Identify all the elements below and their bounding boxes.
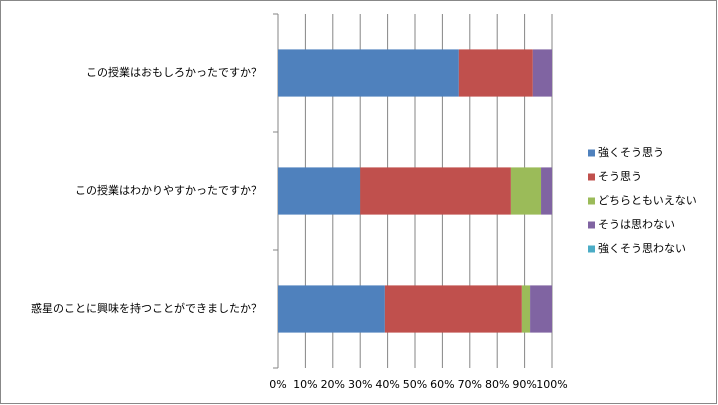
- y-tick-label: 惑星のことに興味を持つことができましたか？: [31, 301, 262, 315]
- legend-label: どちらともいえない: [598, 194, 697, 207]
- legend-swatch: [588, 173, 595, 181]
- x-tick-label: 0%: [269, 378, 286, 391]
- bar-segment: [532, 49, 552, 97]
- y-tick-label: この授業はおもしろかったですか？: [86, 65, 262, 79]
- bar-segment: [541, 167, 552, 215]
- legend-swatch: [588, 197, 595, 205]
- bar-segment: [278, 49, 459, 97]
- x-tick-label: 30%: [348, 378, 372, 391]
- x-tick-label: 70%: [458, 378, 482, 391]
- x-tick-label: 40%: [375, 378, 399, 391]
- x-tick-label: 100%: [536, 378, 567, 391]
- x-tick-label: 20%: [321, 378, 345, 391]
- legend-swatch: [588, 245, 595, 253]
- bar-segment: [458, 49, 533, 97]
- legend-label: 強くそう思わない: [598, 242, 686, 255]
- x-tick-label: 10%: [293, 378, 317, 391]
- bar-segment: [530, 285, 552, 333]
- bar-segment: [360, 167, 511, 215]
- x-tick-label: 80%: [485, 378, 509, 391]
- legend-swatch: [588, 149, 595, 157]
- bar-segment: [510, 167, 542, 215]
- y-tick-label: この授業はわかりやすかったですか？: [75, 183, 262, 197]
- x-tick-label: 60%: [430, 378, 454, 391]
- bar-segment: [384, 285, 522, 333]
- legend-label: 強くそう思う: [598, 146, 664, 159]
- bar-segment: [521, 285, 531, 333]
- bar-segment: [278, 285, 385, 333]
- legend-swatch: [588, 221, 595, 229]
- x-tick-label: 50%: [403, 378, 427, 391]
- legend-label: そう思う: [598, 170, 642, 183]
- legend-label: そうは思わない: [598, 218, 675, 231]
- x-tick-label: 90%: [512, 378, 536, 391]
- bar-segment: [278, 167, 361, 215]
